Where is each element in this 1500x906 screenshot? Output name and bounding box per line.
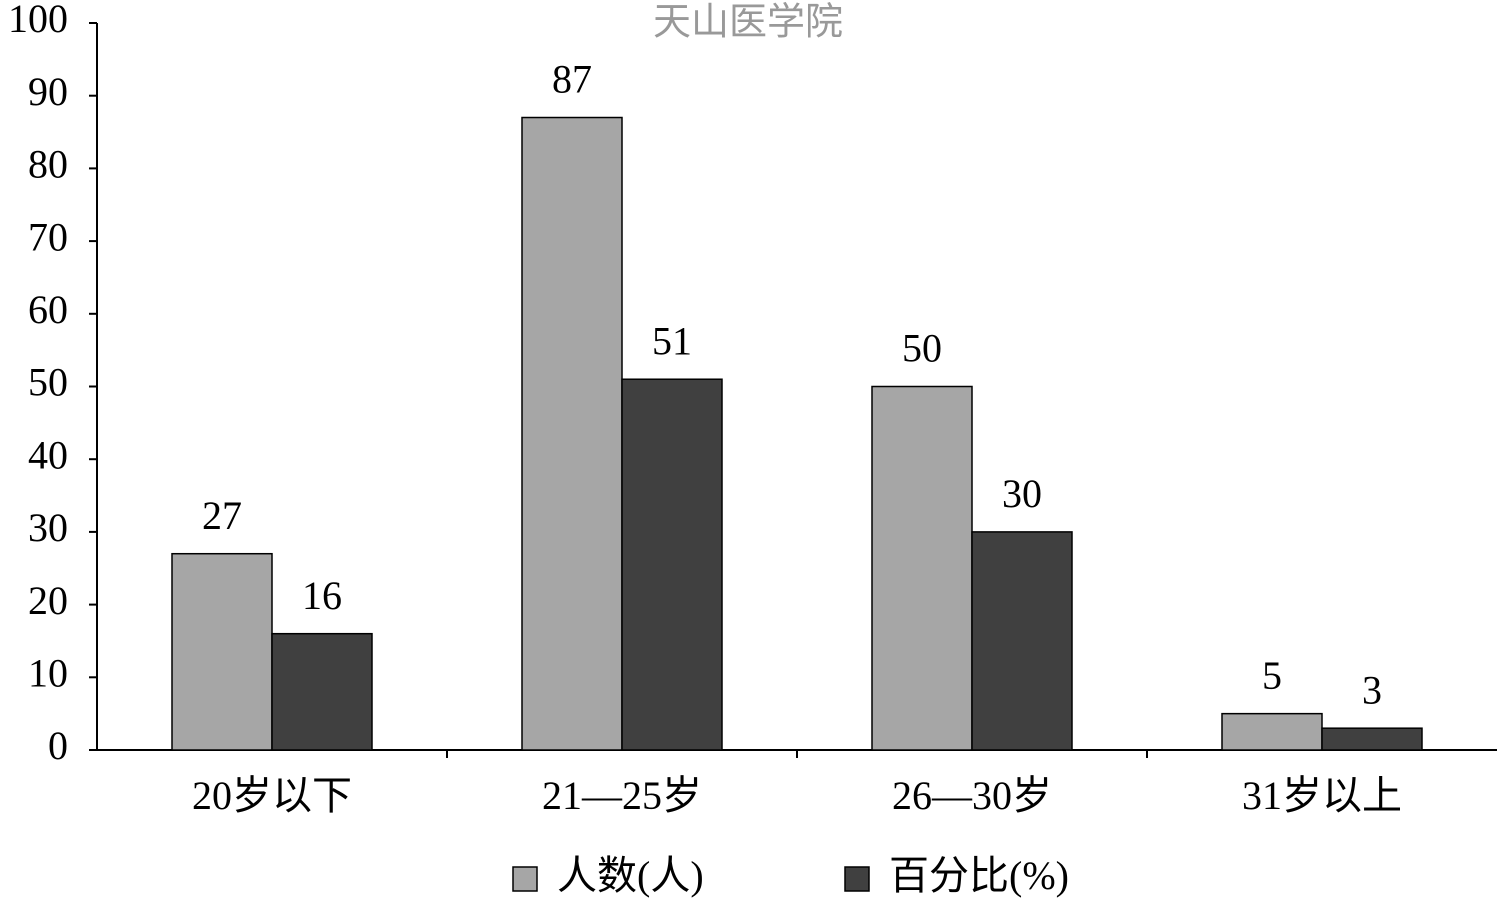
bar [521,116,623,751]
y-tick-label: 10 [28,650,68,695]
data-label: 5 [1262,653,1282,698]
data-label: 16 [302,573,342,618]
x-tick-label: 31岁以上 [1242,773,1402,818]
bar [171,552,273,751]
y-tick-label: 50 [28,360,68,405]
legend-label: 百分比(%) [889,853,1069,898]
legend-swatch [844,866,870,892]
y-tick-label: 80 [28,142,68,187]
legend-swatch [512,866,538,892]
y-tick-label: 70 [28,214,68,259]
y-tick-label: 40 [28,432,68,477]
y-tick-label: 30 [28,505,68,550]
x-tick-label: 20岁以下 [192,773,352,818]
bar [971,531,1073,751]
bar [271,632,373,751]
watermark: 天山医学院 [653,2,843,44]
y-tick-label: 0 [48,723,68,768]
y-tick-label: 100 [8,0,68,41]
data-label: 27 [202,493,242,538]
data-label: 3 [1362,667,1382,712]
legend-label: 人数(人) [557,853,704,898]
y-tick-label: 90 [28,69,68,114]
y-tick-label: 20 [28,578,68,623]
data-label: 87 [552,57,592,102]
data-label: 51 [652,318,692,363]
data-label: 30 [1002,471,1042,516]
bar [621,378,723,751]
x-tick-label: 26—30岁 [892,773,1052,818]
bar [871,385,973,751]
bar [1321,727,1423,751]
bar [1221,712,1323,751]
y-tick-label: 60 [28,287,68,332]
x-tick-label: 21—25岁 [542,773,702,818]
data-label: 50 [902,326,942,371]
